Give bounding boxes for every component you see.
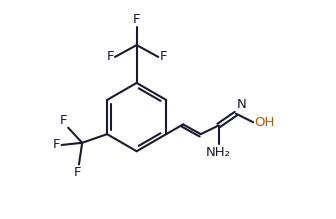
Text: OH: OH (254, 116, 274, 129)
Text: N: N (237, 99, 246, 111)
Text: NH₂: NH₂ (206, 146, 231, 159)
Text: F: F (59, 114, 67, 127)
Text: F: F (133, 13, 140, 26)
Text: F: F (107, 50, 114, 64)
Text: F: F (53, 138, 60, 152)
Text: F: F (159, 50, 167, 64)
Text: F: F (74, 166, 82, 178)
